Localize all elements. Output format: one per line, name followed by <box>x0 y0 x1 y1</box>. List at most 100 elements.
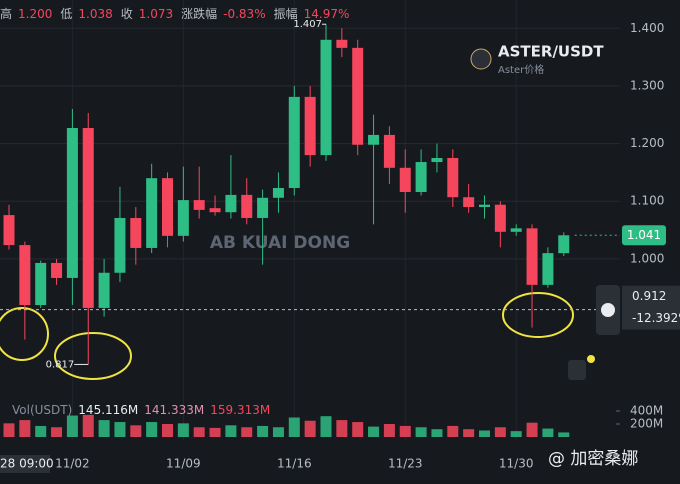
volume-bar <box>272 427 284 437</box>
candle-body <box>415 162 427 193</box>
volume-bar <box>479 430 490 437</box>
candle-body <box>209 208 221 213</box>
volume-bar <box>19 420 31 437</box>
candle-body <box>494 204 506 232</box>
x-tick-label: 11/09 <box>166 457 201 471</box>
candle-body <box>447 158 459 198</box>
corner-mark: @ 加密桑娜 <box>548 449 638 469</box>
candle-body <box>51 262 63 278</box>
candle-body <box>399 167 411 193</box>
highlight-ellipse <box>502 292 574 338</box>
y-tick-label: 1.000 <box>630 251 664 265</box>
header-value: 1.038 <box>78 7 112 21</box>
volume-bar <box>383 424 395 437</box>
x-tick-label: 11/23 <box>388 457 423 471</box>
highlight-ellipse <box>0 307 49 361</box>
candle-body <box>526 228 538 285</box>
volume-bar <box>352 422 364 437</box>
crosshair-time: 28 09:00 <box>0 457 54 471</box>
candle-body <box>177 200 189 236</box>
header-label: 涨跌幅 <box>181 6 217 21</box>
volume-bar <box>241 427 253 437</box>
note-dot <box>587 355 595 363</box>
candle-body <box>66 128 78 278</box>
volume-bar <box>368 426 380 437</box>
candle-body <box>130 217 142 248</box>
volume-bar <box>114 422 126 437</box>
header-label: 低 <box>60 7 72 21</box>
candle-body <box>479 204 490 208</box>
crosshair-badge <box>622 285 680 330</box>
candle-body <box>193 200 205 210</box>
volume-bar <box>82 414 94 437</box>
volume-bar <box>304 420 316 437</box>
candle-body <box>368 134 380 145</box>
volume-bar <box>146 422 158 437</box>
volume-bar <box>130 425 142 437</box>
highlight-ellipse <box>54 332 132 380</box>
y-tick-label: 1.100 <box>630 194 664 208</box>
y-tick-label: 1.400 <box>630 21 664 35</box>
high-label: 1.407 <box>293 19 322 30</box>
symbol-icon <box>470 48 492 70</box>
candle-body <box>114 217 126 273</box>
volume-legend: Vol(USDT) 145.116M 141.333M 159.313M <box>12 403 270 417</box>
candle-body <box>288 96 300 188</box>
low-label: 0.817 <box>46 359 75 370</box>
header-value: -0.83% <box>223 7 265 21</box>
plus-icon[interactable] <box>601 303 615 317</box>
y-tick-label: 1.200 <box>630 136 664 150</box>
candle-body <box>82 128 94 308</box>
header-label: 高 <box>0 6 12 21</box>
volume-bar <box>542 428 554 437</box>
volume-bar <box>3 423 15 437</box>
volume-bar <box>494 427 506 437</box>
candle-body <box>19 245 31 306</box>
header-value: 14.97% <box>304 7 350 21</box>
last-price-badge <box>622 225 666 246</box>
volume-bar <box>526 422 538 437</box>
note-icon[interactable] <box>568 360 586 380</box>
candle-body <box>146 178 158 248</box>
volume-bar <box>225 425 237 437</box>
x-tick-label: 11/02 <box>55 457 90 471</box>
volume-legend-value: 141.333M <box>144 403 204 417</box>
candle-body <box>383 134 395 168</box>
candle-body <box>3 215 15 246</box>
volume-bar <box>66 415 78 437</box>
volume-bar <box>162 424 173 437</box>
volume-bar <box>510 431 522 437</box>
candle-body <box>304 96 316 156</box>
volume-bar <box>177 423 189 437</box>
time-badge <box>0 455 50 473</box>
volume-bar <box>431 429 443 437</box>
candle-body <box>558 235 570 254</box>
volume-title: Vol(USDT) <box>12 403 72 417</box>
x-tick-label: 11/16 <box>277 457 312 471</box>
candle-body <box>272 187 284 198</box>
crosshair-label: 0.912 <box>632 289 666 303</box>
x-tick-label: 11/30 <box>499 457 534 471</box>
volume-bar <box>257 425 269 437</box>
volume-bar <box>399 425 411 437</box>
candle-body <box>257 197 269 218</box>
candle-body <box>241 194 253 218</box>
volume-bar <box>209 427 221 437</box>
volume-bar <box>447 425 459 437</box>
volume-tick-label: 400M <box>630 404 663 418</box>
candle-body <box>35 262 47 306</box>
overlay: 1.000 1.100 1.200 1.300 1.400 11/02 11/09 11/16… <box>0 6 680 473</box>
candle-body <box>320 39 332 156</box>
header-value: 1.073 <box>139 7 173 21</box>
header-label: 收 <box>121 7 133 21</box>
candle-body <box>162 178 173 236</box>
header-label: 振幅 <box>274 6 298 21</box>
watermark: AB KUAI DONG <box>210 233 350 253</box>
candle-body <box>352 47 364 145</box>
subtitle: Aster价格 <box>498 63 544 76</box>
volume-legend-value: 145.116M <box>78 403 138 417</box>
volume-bar <box>336 420 348 437</box>
volume-bar <box>288 417 300 437</box>
